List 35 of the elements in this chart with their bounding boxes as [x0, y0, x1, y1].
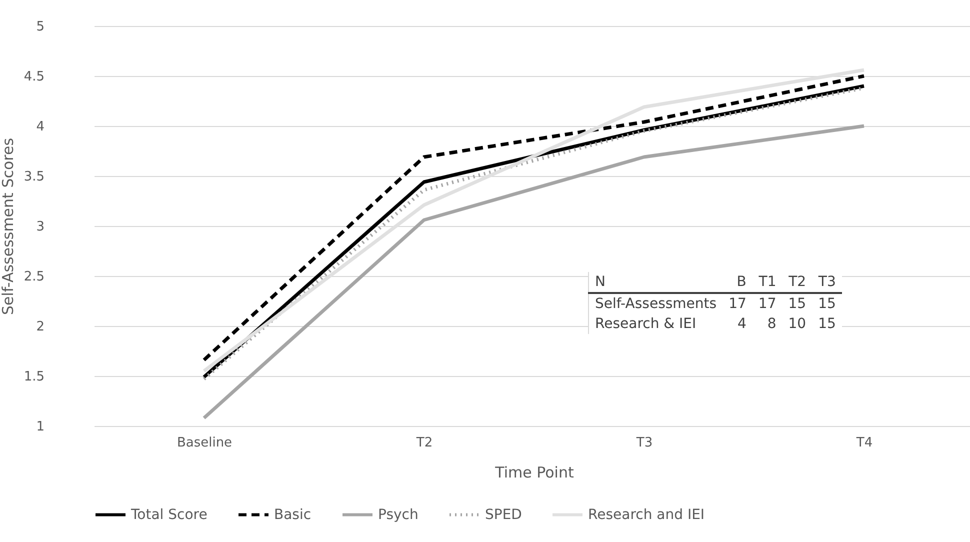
- x-tick-label: Baseline: [176, 436, 232, 450]
- y-tick-label: 1: [36, 420, 44, 434]
- y-tick-label: 2: [36, 320, 44, 334]
- annotation: 8: [766, 315, 778, 334]
- x-tick-label: T4: [855, 436, 873, 450]
- legend-label: Basic: [274, 506, 312, 523]
- annotation: 17: [757, 295, 778, 314]
- x-tick-label: T3: [635, 436, 653, 450]
- y-tick-label: 4.5: [24, 70, 44, 84]
- annotation: T2: [782, 272, 812, 293]
- annotation: 4: [736, 315, 748, 334]
- x-axis-title: Time Point: [494, 464, 574, 482]
- annotation: 10: [787, 315, 808, 334]
- annotation: 15: [817, 315, 837, 334]
- annotation: Research & IEI: [594, 315, 698, 334]
- y-tick-label: 2.5: [24, 270, 44, 284]
- x-tick-label: T2: [415, 436, 433, 450]
- annotation: T3: [812, 272, 842, 293]
- annotation: B: [722, 272, 752, 293]
- y-tick-label: 3: [36, 220, 44, 234]
- annotation: 17: [728, 295, 748, 314]
- y-tick-label: 5: [36, 20, 44, 34]
- annotation: 15: [817, 295, 837, 314]
- y-axis-title: Self-Assessment Scores: [0, 138, 17, 316]
- y-tick-label: 4: [36, 120, 44, 134]
- annotation: T1: [752, 272, 782, 293]
- legend-label: Research and IEI: [588, 506, 705, 523]
- legend-label: SPED: [485, 506, 522, 523]
- legend-label: Total Score: [130, 506, 208, 523]
- y-tick-label: 3.5: [24, 170, 44, 184]
- y-tick-label: 1.5: [24, 370, 44, 384]
- annotation: Self-Assessments: [594, 295, 718, 314]
- legend-label: Psych: [378, 506, 418, 523]
- annotation: 15: [787, 295, 808, 314]
- annotation: N: [588, 272, 723, 293]
